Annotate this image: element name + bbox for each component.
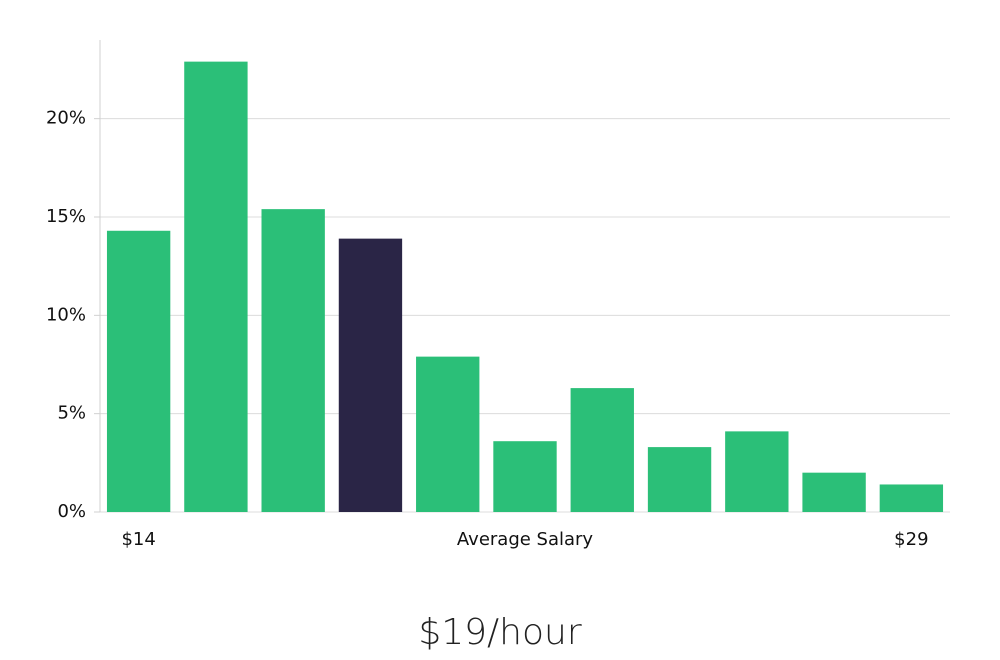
y-tick-label: 15% [46,206,86,227]
y-tick-label: 0% [57,501,86,522]
bar [879,484,944,512]
bar [184,61,248,513]
bar [725,431,789,512]
bar [261,209,325,512]
x-tick-label: $14 [121,529,155,550]
y-tick-label: 5% [57,403,86,424]
bar [416,356,480,512]
bar [802,472,866,512]
y-tick-label: 20% [46,108,86,129]
chart-subtitle: $19/hour [418,612,582,653]
bar [493,441,557,512]
bar [570,388,634,512]
bar [106,230,171,512]
bar [338,238,403,512]
y-tick-label: 10% [46,304,86,325]
x-tick-label: $29 [894,529,928,550]
bar [647,447,712,512]
x-axis-label: Average Salary [457,529,594,550]
